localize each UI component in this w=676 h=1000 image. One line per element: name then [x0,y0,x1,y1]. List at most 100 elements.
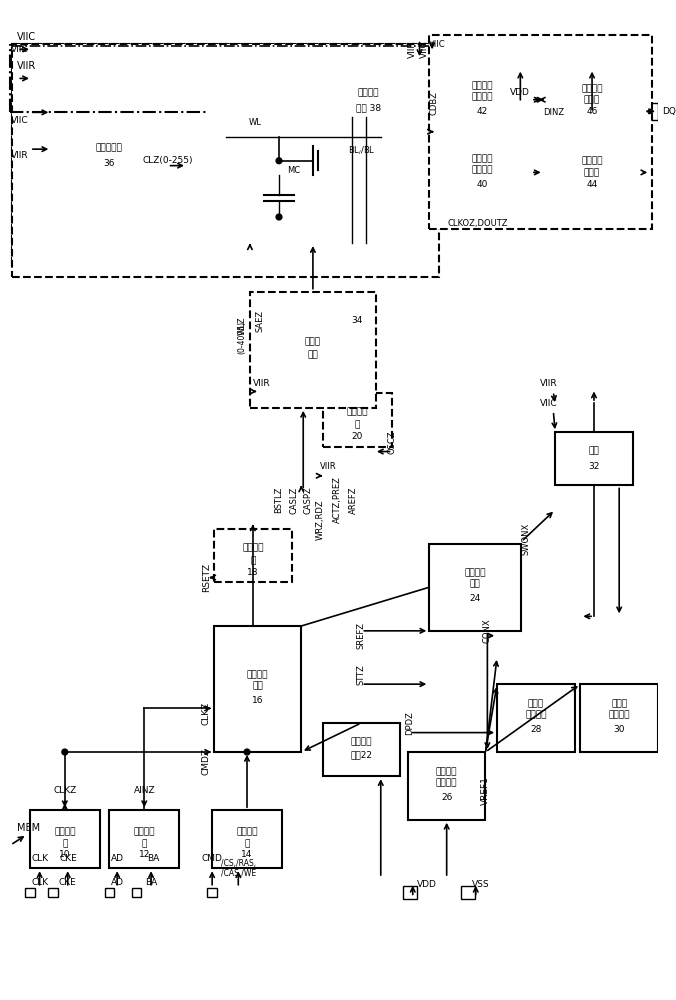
Text: VSS: VSS [472,880,489,889]
Text: VREF1: VREF1 [481,776,490,805]
Bar [208,888,217,897]
Text: MEM: MEM [18,823,41,833]
Text: 16: 16 [252,696,264,705]
Text: 生成单元: 生成单元 [436,779,458,788]
Text: 上电量位: 上电量位 [351,737,372,746]
Text: 输入缓冲: 输入缓冲 [54,827,76,836]
Text: /CAS,/WE: /CAS,/WE [221,869,256,878]
Text: VDD: VDD [417,880,437,889]
Bar [250,292,376,408]
Text: 器: 器 [244,840,249,849]
Text: VIIR: VIIR [539,379,557,388]
Text: BL$_i$/BL: BL$_i$/BL [347,145,375,157]
Bar [429,35,652,229]
Text: 行电压: 行电压 [528,699,544,708]
Text: 32: 32 [588,462,600,471]
Text: AD: AD [111,854,124,863]
Text: VIIR: VIIR [253,379,270,388]
Text: 存储单元: 存储单元 [358,88,379,97]
Bar [25,888,34,897]
Text: OSCZ: OSCZ [388,430,397,454]
Bar [408,752,485,820]
Circle shape [276,214,282,220]
Text: 12: 12 [139,850,150,859]
Text: CLKOZ,DOUTZ: CLKOZ,DOUTZ [448,219,508,228]
Text: 28: 28 [530,725,541,734]
Text: 单元: 单元 [252,682,263,691]
Text: 阵列 38: 阵列 38 [356,103,381,112]
Text: 26: 26 [441,793,452,802]
Text: CKE: CKE [59,878,76,887]
Text: 基准电压: 基准电压 [436,767,458,776]
Bar [110,810,179,868]
Text: 10: 10 [59,850,70,859]
Text: RSETZ: RSETZ [202,563,211,592]
Text: 列电压: 列电压 [611,699,627,708]
Circle shape [62,749,68,755]
Text: VIIC: VIIC [539,399,557,408]
Text: MC: MC [287,166,300,175]
Text: CDBZ: CDBZ [429,91,439,115]
Text: 命令控制: 命令控制 [247,670,268,679]
Text: 副新定时: 副新定时 [347,408,368,417]
Text: WRZ,RDZ: WRZ,RDZ [316,499,325,540]
Bar [497,684,575,752]
Text: 24: 24 [470,594,481,603]
Text: 电源控制: 电源控制 [464,568,486,577]
Bar [544,69,641,132]
Text: 输出数据: 输出数据 [472,154,493,163]
Text: DPDZ: DPDZ [406,711,414,735]
Bar [214,529,291,582]
Text: CMDZ: CMDZ [202,748,211,775]
Text: VDD: VDD [510,88,530,97]
Text: 输入数据: 输入数据 [581,84,603,93]
Text: 30: 30 [613,725,625,734]
Text: ACTZ,PREZ: ACTZ,PREZ [333,477,341,523]
Text: 34: 34 [352,316,363,325]
Text: WLZ: WLZ [238,316,247,335]
Bar [544,141,641,204]
Bar [132,888,141,897]
Text: 器: 器 [250,556,256,565]
Bar [461,886,475,899]
Bar [30,810,99,868]
Text: 生成单元: 生成单元 [608,711,630,720]
Text: AREFZ: AREFZ [349,486,358,514]
Circle shape [276,158,282,164]
Text: BSTLZ: BSTLZ [274,487,283,513]
Text: CLZ(0-255): CLZ(0-255) [142,156,193,165]
Text: CONX: CONX [483,619,492,643]
Text: AD: AD [111,878,124,887]
Bar [48,888,58,897]
Circle shape [244,749,250,755]
Text: CMD: CMD [201,854,222,863]
Text: BA: BA [145,878,158,887]
Bar [581,684,658,752]
Bar [105,888,114,897]
Bar [322,723,400,776]
Bar [555,432,633,485]
Text: 14: 14 [241,850,253,859]
Text: DINZ: DINZ [544,108,564,117]
Text: VIIC: VIIC [429,40,445,49]
Bar [235,107,371,219]
Text: 46: 46 [586,107,598,116]
Bar [51,98,168,214]
Text: 44: 44 [586,180,598,189]
Text: 控制单元: 控制单元 [472,93,493,102]
Bar [434,69,531,132]
Text: 缓冲器: 缓冲器 [584,96,600,105]
Text: VIIR: VIIR [408,41,417,58]
Text: VIIC: VIIC [11,116,29,125]
Bar [12,44,429,267]
Bar [214,626,301,752]
Text: 输入数据: 输入数据 [472,81,493,90]
Text: VIIC: VIIC [420,41,429,58]
Bar [322,393,392,447]
Bar [212,810,282,868]
Text: DQ: DQ [662,107,676,116]
Text: VIIC: VIIC [18,32,37,42]
Text: 器: 器 [355,420,360,429]
Text: CASPZ: CASPZ [304,486,312,514]
Text: SWONX: SWONX [522,523,531,555]
